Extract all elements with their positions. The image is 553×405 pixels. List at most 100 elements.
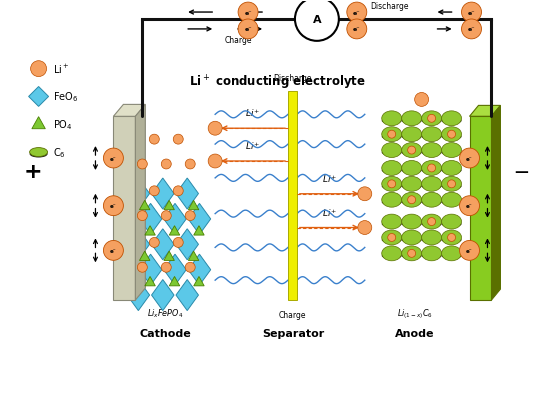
Text: Li$^+$: Li$^+$: [246, 107, 261, 119]
Text: Li$_x$FePO$_4$: Li$_x$FePO$_4$: [147, 307, 184, 320]
Polygon shape: [139, 201, 150, 210]
Polygon shape: [176, 280, 199, 311]
Ellipse shape: [401, 253, 421, 259]
Ellipse shape: [442, 177, 462, 192]
Ellipse shape: [442, 119, 462, 124]
Circle shape: [161, 211, 171, 221]
Circle shape: [137, 263, 147, 273]
Ellipse shape: [442, 168, 462, 174]
Circle shape: [358, 221, 372, 235]
Ellipse shape: [382, 237, 401, 243]
Ellipse shape: [421, 134, 442, 140]
Ellipse shape: [401, 184, 421, 190]
Text: e⁻: e⁻: [244, 28, 252, 32]
Text: Separator: Separator: [262, 328, 324, 338]
Circle shape: [388, 180, 396, 188]
Polygon shape: [152, 179, 174, 209]
Circle shape: [388, 131, 396, 139]
Text: Li$^+$: Li$^+$: [322, 207, 337, 218]
Circle shape: [161, 263, 171, 273]
Ellipse shape: [442, 150, 462, 156]
Text: Li$^+$ conducting electrolyte: Li$^+$ conducting electrolyte: [189, 73, 366, 92]
Ellipse shape: [401, 111, 421, 126]
Text: Charge: Charge: [279, 310, 306, 319]
Ellipse shape: [421, 253, 442, 259]
Circle shape: [238, 3, 258, 23]
Ellipse shape: [382, 184, 401, 190]
Circle shape: [149, 186, 159, 196]
Circle shape: [358, 188, 372, 201]
Ellipse shape: [421, 230, 442, 245]
Ellipse shape: [401, 222, 421, 228]
Ellipse shape: [382, 200, 401, 206]
Circle shape: [388, 234, 396, 242]
Circle shape: [447, 131, 456, 139]
Ellipse shape: [401, 215, 421, 230]
Text: e⁻: e⁻: [110, 156, 117, 161]
Polygon shape: [139, 204, 162, 235]
Polygon shape: [127, 280, 150, 311]
Ellipse shape: [382, 119, 401, 124]
Polygon shape: [189, 201, 199, 210]
Ellipse shape: [421, 222, 442, 228]
Ellipse shape: [421, 200, 442, 206]
Circle shape: [173, 135, 183, 145]
Ellipse shape: [442, 143, 462, 158]
Ellipse shape: [442, 161, 462, 176]
Polygon shape: [152, 280, 174, 311]
Ellipse shape: [401, 200, 421, 206]
Ellipse shape: [421, 143, 442, 158]
Circle shape: [427, 218, 436, 226]
Ellipse shape: [421, 168, 442, 174]
Polygon shape: [139, 255, 162, 286]
Polygon shape: [29, 87, 49, 107]
Text: Anode: Anode: [395, 328, 435, 338]
Polygon shape: [164, 255, 186, 286]
Circle shape: [30, 62, 46, 77]
Ellipse shape: [382, 215, 401, 230]
Text: Charge: Charge: [225, 36, 252, 45]
Ellipse shape: [442, 230, 462, 245]
Ellipse shape: [421, 128, 442, 142]
Circle shape: [347, 3, 367, 23]
Ellipse shape: [382, 161, 401, 176]
Ellipse shape: [382, 128, 401, 142]
Ellipse shape: [401, 128, 421, 142]
Ellipse shape: [401, 177, 421, 192]
Polygon shape: [152, 229, 174, 260]
Circle shape: [408, 196, 416, 204]
Text: —: —: [514, 164, 528, 179]
Circle shape: [161, 160, 171, 170]
Circle shape: [347, 20, 367, 40]
Ellipse shape: [442, 253, 462, 259]
Circle shape: [103, 149, 123, 168]
Polygon shape: [127, 179, 150, 209]
Polygon shape: [113, 105, 145, 117]
Text: A: A: [312, 15, 321, 25]
Circle shape: [103, 196, 123, 216]
Polygon shape: [188, 204, 211, 235]
Text: e⁻: e⁻: [468, 11, 475, 15]
Circle shape: [208, 155, 222, 168]
Ellipse shape: [30, 148, 48, 157]
Polygon shape: [194, 226, 204, 235]
Polygon shape: [145, 277, 155, 286]
Ellipse shape: [382, 143, 401, 158]
Ellipse shape: [442, 215, 462, 230]
Circle shape: [173, 238, 183, 248]
Ellipse shape: [421, 119, 442, 124]
Polygon shape: [164, 252, 174, 261]
Ellipse shape: [421, 193, 442, 208]
Ellipse shape: [401, 237, 421, 243]
Ellipse shape: [421, 177, 442, 192]
Polygon shape: [127, 229, 150, 260]
Text: e⁻: e⁻: [110, 204, 117, 209]
Bar: [288, 92, 297, 300]
Text: FeO$_6$: FeO$_6$: [53, 90, 78, 104]
Text: Li$^+$: Li$^+$: [322, 173, 337, 184]
Circle shape: [208, 122, 222, 136]
Ellipse shape: [401, 150, 421, 156]
Circle shape: [447, 180, 456, 188]
Circle shape: [173, 186, 183, 196]
Ellipse shape: [442, 184, 462, 190]
